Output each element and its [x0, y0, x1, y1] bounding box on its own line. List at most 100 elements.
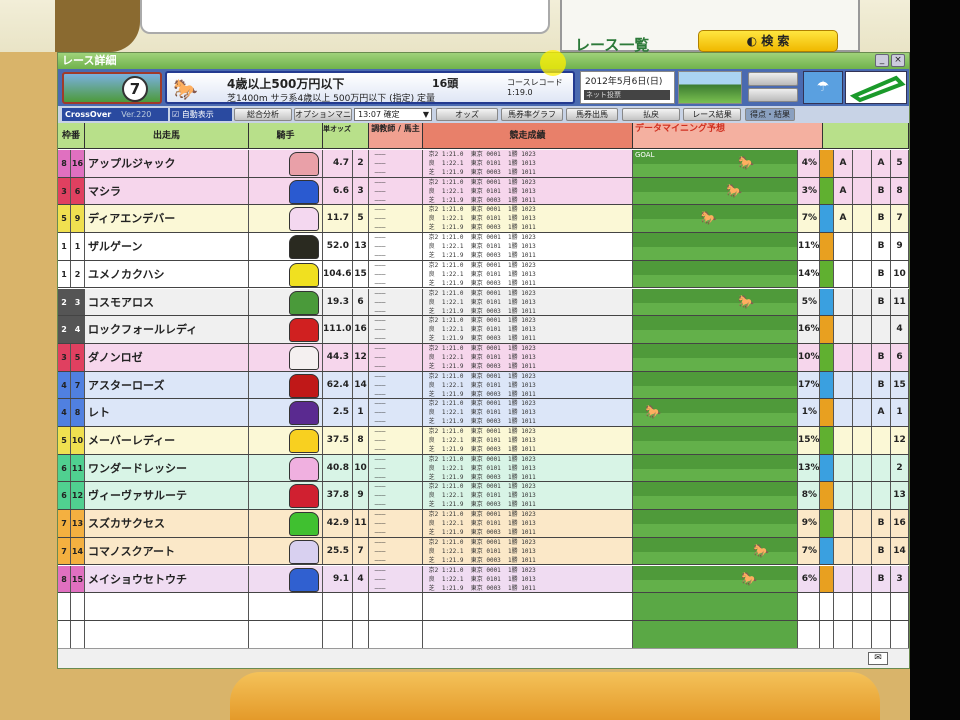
- trainer-cell: [369, 620, 423, 648]
- table-row[interactable]: 8 15 メイショウセトウチ 9.1 4 ——— ——— ——— 京2 1:21.0 東…: [58, 565, 909, 594]
- horse-marker-icon: 🐎: [741, 571, 758, 587]
- rating-bar: [820, 177, 834, 205]
- mark-2: [853, 233, 872, 260]
- mark-1: A: [834, 177, 853, 205]
- trainer-cell: ——— ——— ———: [369, 343, 423, 371]
- mark-2: [853, 371, 872, 399]
- mark-1: [834, 565, 853, 593]
- horse-name-cell[interactable]: コスモアロス: [85, 288, 249, 316]
- horse-name-cell[interactable]: スズカサクセス: [85, 510, 249, 537]
- race-list-label[interactable]: レース一覧: [575, 36, 650, 54]
- auto-display-checkbox[interactable]: ☑ 自動表示: [170, 108, 232, 121]
- horse-name-cell[interactable]: コマノスクアート: [85, 537, 249, 565]
- odds-value: 37.8: [326, 490, 349, 501]
- horse-number: [71, 620, 85, 648]
- mark-2: [853, 427, 872, 454]
- header-button-1[interactable]: [748, 72, 798, 86]
- header-button-2[interactable]: [748, 88, 798, 102]
- horse-name-cell[interactable]: [85, 593, 249, 620]
- race-simulation: 🐎: [633, 288, 798, 316]
- horse-name-cell[interactable]: ヴィーヴァサルーテ: [85, 482, 249, 510]
- table-row[interactable]: 1 2 ユメノカクハシ 104.6 15 ——— ——— ——— 京2 1:21.0 東…: [58, 260, 909, 289]
- odds-value: 19.3: [326, 296, 349, 307]
- waku-number: 8: [58, 150, 71, 177]
- graph-button[interactable]: 馬券率グラフ: [501, 108, 563, 121]
- horse-name-cell[interactable]: マシラ: [85, 177, 249, 205]
- letterbox: [910, 0, 960, 720]
- brand-name: CrossOver: [65, 110, 112, 119]
- wood-decoration: [230, 672, 880, 720]
- odds-value: 104.6: [323, 268, 352, 279]
- waku-value: 2: [61, 325, 67, 335]
- jockey-silks-icon: [289, 207, 319, 232]
- jockey-silks-icon: [289, 484, 319, 509]
- race-simulation: 🐎: [633, 205, 798, 233]
- jockey-silks-icon: [289, 318, 319, 343]
- popularity: 11: [353, 510, 369, 537]
- race-info: 🐎 4歳以上500万円以下 芝1400m サラ系4歳以上 500万円以下 (指定…: [165, 71, 575, 104]
- horse-name-cell[interactable]: メイショウセトウチ: [85, 565, 249, 593]
- number-value: 13: [71, 519, 84, 529]
- trainer-cell: ——— ——— ———: [369, 510, 423, 537]
- waku-number: 5: [58, 205, 71, 233]
- waku-value: 7: [61, 519, 67, 529]
- table-row[interactable]: 1 1 ザルゲーン 52.0 13 ——— ——— ——— 京2 1:21.0 東京 0…: [58, 233, 909, 261]
- close-button[interactable]: ×: [891, 54, 905, 67]
- manual-button[interactable]: オプションマニュアル: [294, 108, 352, 121]
- table-row[interactable]: 7 14 コマノスクアート 25.5 7 ——— ——— ——— 京2 1:21.0 東…: [58, 537, 909, 566]
- rank-value: 9: [896, 241, 903, 252]
- popularity-value: 4: [357, 573, 364, 584]
- analysis-button[interactable]: 総合分析: [234, 108, 292, 121]
- race-result-button[interactable]: レース結果: [683, 108, 741, 121]
- score-result-button[interactable]: 得点・結果: [745, 108, 795, 121]
- table-row[interactable]: 3 6 マシラ 6.6 3 ——— ——— ——— 京2 1:21.0 東京 0001 …: [58, 177, 909, 206]
- win-odds: 62.4: [323, 371, 353, 399]
- table-row[interactable]: 5 9 ディアエンデバー 11.7 5 ——— ——— ——— 京2 1:21.0 東京…: [58, 205, 909, 234]
- date-text: 2012年5月6日(日): [585, 77, 663, 87]
- race-simulation: [633, 510, 798, 537]
- waku-value: 6: [61, 463, 67, 473]
- horse-name-cell[interactable]: ディアエンデバー: [85, 205, 249, 233]
- horse-name-cell[interactable]: アップルジャック: [85, 150, 249, 177]
- horse-name-cell[interactable]: レト: [85, 399, 249, 426]
- trainer-cell: ——— ——— ———: [369, 537, 423, 565]
- jockey-silks-icon: [289, 539, 319, 564]
- horse-name-cell[interactable]: ダノンロゼ: [85, 343, 249, 371]
- popularity-value: 11: [354, 518, 367, 529]
- horse-name-cell[interactable]: ロックフォールレディ: [85, 316, 249, 343]
- mail-icon[interactable]: ✉: [868, 652, 888, 665]
- horse-name-cell[interactable]: ワンダードレッシー: [85, 454, 249, 482]
- table-row[interactable]: 4 8 レト 2.5 1 ——— ——— ——— 京2 1:21.0 東京 0001 1…: [58, 399, 909, 427]
- table-row[interactable]: 8 16 アップルジャック 4.7 2 ——— ——— ——— 京2 1:21.0 東京…: [58, 150, 909, 178]
- payout-button[interactable]: 払戻: [622, 108, 680, 121]
- jockey-silks-icon: [289, 345, 319, 370]
- table-row[interactable]: 3 5 ダノンロゼ 44.3 12 ——— ——— ——— 京2 1:21.0 東京 0…: [58, 343, 909, 372]
- table-row[interactable]: 6 12 ヴィーヴァサルーテ 37.8 9 ——— ——— ——— 京2 1:21.0 …: [58, 482, 909, 511]
- time-select-value: 13:07 確定: [358, 110, 400, 119]
- time-select[interactable]: 13:07 確定 ▼: [354, 108, 432, 121]
- waku-number: 2: [58, 316, 71, 343]
- col-odds: 単オッズ: [323, 123, 369, 149]
- predicted-rank: 13: [891, 482, 909, 510]
- horse-name-cell[interactable]: ユメノカクハシ: [85, 260, 249, 288]
- mark-3: [872, 316, 891, 343]
- search-button[interactable]: ◐ 検 索: [698, 30, 838, 52]
- table-row[interactable]: 4 7 アスターローズ 62.4 14 ——— ——— ——— 京2 1:21.0 東京…: [58, 371, 909, 400]
- horse-name-cell[interactable]: アスターローズ: [85, 371, 249, 399]
- horse-name-cell[interactable]: ザルゲーン: [85, 233, 249, 260]
- waku-value: 5: [61, 436, 67, 445]
- probability-value: 5%: [801, 296, 817, 307]
- horse-name-cell[interactable]: [85, 620, 249, 648]
- minimize-button[interactable]: _: [875, 54, 889, 67]
- table-row[interactable]: 6 11 ワンダードレッシー 40.8 10 ——— ——— ——— 京2 1:21.0…: [58, 454, 909, 483]
- odds-button[interactable]: オッズ: [436, 108, 498, 121]
- table-row[interactable]: 2 4 ロックフォールレディ 111.0 16 ——— ——— ——— 京2 1:21.…: [58, 316, 909, 344]
- mark-value: B: [877, 545, 885, 556]
- table-row[interactable]: 7 13 スズカサクセス 42.9 11 ——— ——— ——— 京2 1:21.0 東…: [58, 510, 909, 538]
- rating-bar: [820, 260, 834, 288]
- entries-button[interactable]: 馬券出馬: [566, 108, 618, 121]
- table-row[interactable]: 2 3 コスモアロス 19.3 6 ——— ——— ——— 京2 1:21.0 東京 0…: [58, 288, 909, 317]
- jockey-cell: [249, 233, 323, 260]
- horse-name-cell[interactable]: メーバーレディー: [85, 427, 249, 454]
- table-row[interactable]: 5 10 メーバーレディー 37.5 8 ——— ——— ——— 京2 1:21.0 東…: [58, 427, 909, 455]
